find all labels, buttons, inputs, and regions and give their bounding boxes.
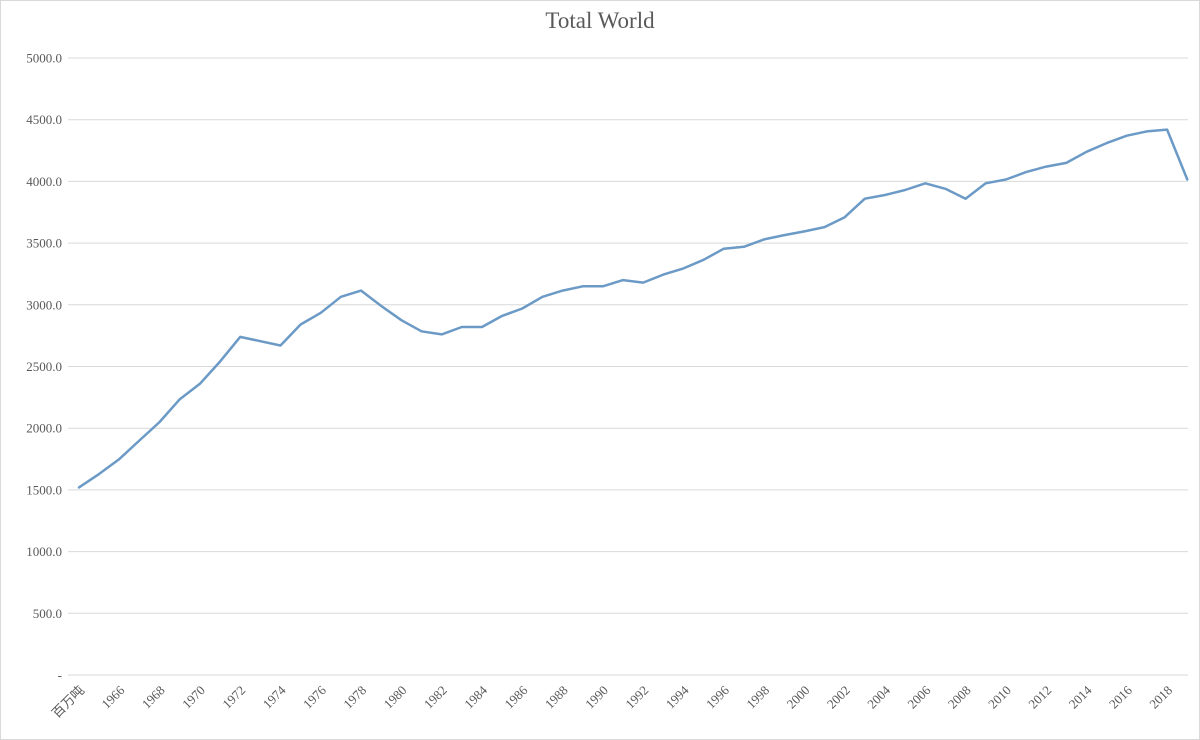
x-tick-label: 1968 (139, 683, 168, 712)
x-tick-label: 1990 (582, 683, 611, 712)
x-axis-ticks: 百万吨 1966 1968 1970 1972 1974 1976 1978 1980 1982 1… (49, 682, 1175, 721)
x-tick-label: 1998 (743, 683, 772, 712)
x-tick-label: 1974 (260, 682, 289, 711)
x-tick-label: 2004 (864, 682, 893, 711)
x-tick-label: 1992 (622, 683, 651, 712)
x-tick-label: 2010 (985, 683, 1014, 712)
series-line-total-world (77, 128, 1189, 489)
y-tick-label: 2500.0 (26, 359, 62, 374)
x-tick-label: 1966 (98, 682, 127, 711)
x-tick-label: 2016 (1106, 682, 1135, 711)
x-tick-label: 1988 (542, 683, 571, 712)
x-tick-label: 1970 (179, 683, 208, 712)
y-tick-label: - (58, 668, 62, 683)
y-tick-label: 1000.0 (26, 544, 62, 559)
x-tick-label: 1986 (501, 682, 530, 711)
gridlines (68, 57, 1188, 676)
x-tick-label: 2012 (1025, 683, 1054, 712)
x-tick-label: 2018 (1146, 683, 1175, 712)
x-tick-label: 1978 (340, 683, 369, 712)
x-tick-label: 2008 (945, 683, 974, 712)
x-tick-label: 2002 (824, 683, 853, 712)
x-tick-label: 1994 (663, 682, 692, 711)
x-tick-label: 百万吨 (49, 683, 87, 721)
y-tick-label: 3000.0 (26, 297, 62, 312)
x-tick-label: 1980 (381, 683, 410, 712)
x-tick-label: 1982 (421, 683, 450, 712)
y-tick-label: 4000.0 (26, 174, 62, 189)
x-tick-label: 1976 (300, 682, 329, 711)
x-tick-label: 1996 (703, 682, 732, 711)
x-tick-label: 2014 (1066, 682, 1095, 711)
x-tick-label: 1984 (461, 682, 490, 711)
x-tick-label: 1972 (219, 683, 248, 712)
chart-title: Total World (545, 8, 655, 33)
y-tick-label: 2000.0 (26, 421, 62, 436)
y-tick-label: 1500.0 (26, 482, 62, 497)
y-tick-label: 500.0 (33, 606, 62, 621)
x-tick-label: 2000 (784, 683, 813, 712)
y-tick-label: 4500.0 (26, 112, 62, 127)
x-tick-label: 2006 (904, 682, 933, 711)
y-tick-label: 5000.0 (26, 51, 62, 66)
y-tick-label: 3500.0 (26, 236, 62, 251)
y-axis-ticks: - 500.0 1000.0 1500.0 2000.0 2500.0 3000.0 3500… (26, 51, 62, 683)
